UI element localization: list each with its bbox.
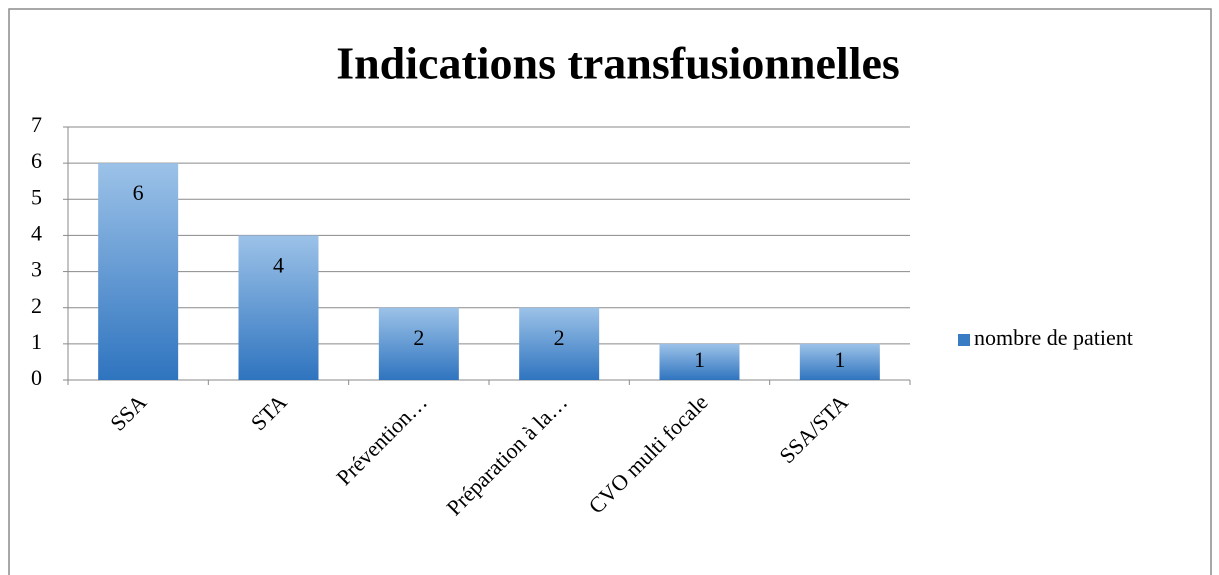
bar (378, 307, 459, 380)
x-tick-label: SSA/STA (774, 389, 853, 468)
bar (98, 163, 179, 380)
data-label: 2 (413, 325, 424, 350)
data-label: 2 (554, 325, 565, 350)
y-tick-label: 7 (31, 112, 42, 137)
y-tick-label: 3 (31, 257, 42, 282)
x-tick-label: STA (246, 389, 292, 435)
data-label: 1 (694, 347, 705, 372)
y-tick-label: 2 (31, 293, 42, 318)
legend-swatch (958, 334, 970, 346)
chart-title: Indications transfusionnelles (336, 38, 900, 89)
chart-frame (8, 8, 1212, 575)
y-tick-label: 4 (31, 220, 42, 245)
y-tick-label: 1 (31, 329, 42, 354)
y-tick-label: 0 (31, 365, 42, 390)
y-tick-label: 5 (31, 184, 42, 209)
x-tick-label: Préparation à la… (441, 389, 572, 520)
bar (519, 307, 600, 380)
bar (659, 343, 740, 380)
legend-label: nombre de patient (974, 325, 1133, 350)
y-tick-label: 6 (31, 148, 42, 173)
data-label: 4 (273, 252, 284, 277)
x-tick-label: Prévention… (331, 389, 432, 490)
bar (238, 235, 319, 380)
data-label: 6 (133, 180, 144, 205)
data-label: 1 (834, 347, 845, 372)
x-tick-label: SSA (105, 389, 151, 435)
bar (799, 343, 880, 380)
x-tick-label: CVO multi focale (583, 389, 712, 518)
